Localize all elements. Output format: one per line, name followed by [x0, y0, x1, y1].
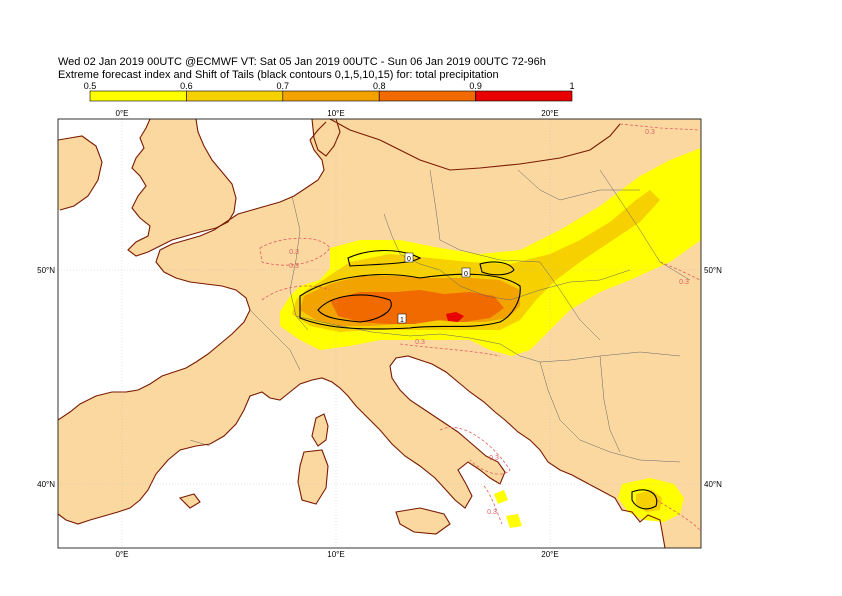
coastline — [395, 507, 451, 535]
border-line — [429, 169, 541, 263]
efi-dashed-labels: 0.3 0.3 0.3 0.3 0.3 0.3 0.3 — [289, 129, 689, 516]
land-ireland — [58, 136, 102, 210]
efi-contour-0.3 — [659, 261, 701, 281]
bottom-tick-label: 10°E — [327, 550, 344, 559]
efi-region-red — [446, 312, 464, 322]
efi-contour-label: 0.3 — [289, 263, 299, 270]
coastline — [329, 119, 621, 171]
coastline — [178, 493, 201, 509]
right-tick-label: 40°N — [704, 480, 722, 489]
border-line — [289, 195, 309, 331]
efi-region-italy-spot — [494, 490, 508, 504]
sot-contour-0 — [631, 489, 658, 510]
bottom-tick-label: 20°E — [541, 550, 558, 559]
map-frame — [57, 118, 702, 549]
sot-contour-labels: 0 0 1 — [397, 252, 471, 324]
sot-label-box: 1 — [397, 313, 407, 324]
efi-contour-label: 0.3 — [289, 249, 299, 256]
coastline — [58, 121, 327, 421]
efi-contour-0.3 — [399, 343, 501, 357]
left-tick-label: 40°N — [37, 480, 55, 489]
sot-black-contours — [299, 250, 658, 510]
border-line — [517, 169, 640, 201]
map-title-line-1: Wed 02 Jan 2019 00UTC @ECMWF VT: Sat 05 … — [58, 56, 546, 68]
border-line — [459, 269, 631, 301]
coastline — [311, 119, 341, 157]
efi-contour-label: 0.3 — [487, 509, 497, 516]
left-tick-label: 50°N — [37, 266, 55, 275]
top-tick-label: 20°E — [541, 109, 558, 118]
sot-contour-0 — [347, 250, 422, 267]
efi-contour-label: 0.3 — [489, 455, 499, 462]
svg-text:0: 0 — [464, 271, 468, 278]
sot-label-box: 0 — [404, 252, 414, 263]
efi-shading-layer — [280, 148, 701, 528]
top-tick-label: 0°E — [116, 109, 129, 118]
coastline — [127, 119, 237, 257]
sot-contour-1 — [317, 294, 392, 323]
efi-contour-0.3 — [619, 123, 701, 131]
border-line — [249, 309, 301, 371]
country-borders — [189, 169, 691, 463]
efi-contour-label: 0.3 — [645, 129, 655, 136]
sot-contour-0 — [299, 273, 521, 330]
efi-contour-0.3 — [439, 427, 511, 475]
sot-label-box: 0 — [461, 267, 471, 278]
map-title-line-2: Extreme forecast index and Shift of Tail… — [58, 69, 499, 81]
efi-contour-label: 0.3 — [679, 279, 689, 286]
svg-text:0: 0 — [407, 256, 411, 263]
efi-contour-0.3 — [483, 485, 503, 525]
graticule — [58, 119, 701, 548]
coastline — [311, 413, 329, 447]
land-sicily — [396, 508, 450, 534]
bottom-tick-label: 0°E — [116, 550, 129, 559]
coastlines — [58, 119, 666, 548]
coastline — [297, 449, 329, 505]
efi-contour-0.3 — [655, 499, 701, 531]
border-line — [599, 355, 621, 453]
efi-region-italy-spot — [506, 514, 522, 528]
sot-contour-0 — [479, 261, 515, 276]
land-sardinia — [298, 450, 328, 504]
top-tick-label: 10°E — [327, 109, 344, 118]
land-corsica — [312, 414, 328, 446]
svg-text:1: 1 — [400, 317, 404, 324]
efi-contour-0.3 — [261, 285, 331, 301]
efi-dashed-contours — [259, 123, 701, 531]
border-line — [499, 343, 681, 363]
coastline — [58, 135, 103, 211]
land-great-britain — [128, 119, 236, 256]
border-line — [539, 361, 681, 463]
coastline — [58, 355, 666, 548]
right-tick-label: 50°N — [704, 266, 722, 275]
efi-contour-label: 0.3 — [415, 339, 425, 346]
border-line — [295, 315, 501, 345]
axis-tick-labels: 0°E 10°E 20°E 0°E 10°E 20°E 50°N 40°N 50… — [37, 109, 722, 559]
